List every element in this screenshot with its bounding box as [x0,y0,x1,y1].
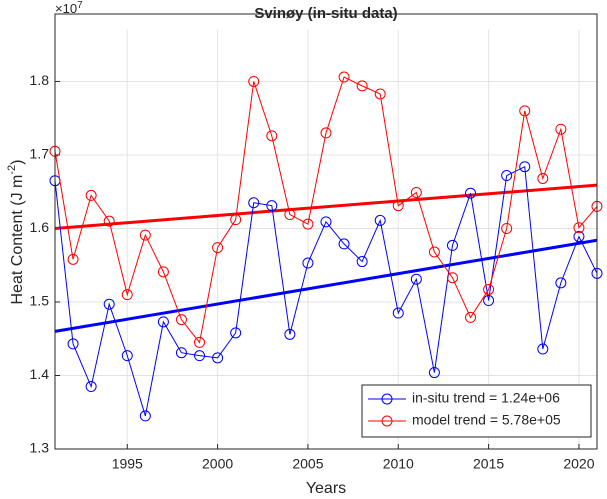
data-point [428,367,440,379]
data-point [266,130,278,142]
data-point [483,283,495,295]
y-tick-label: 1.4 [30,366,50,382]
x-tick-label: 2010 [383,456,414,472]
data-point [67,338,79,350]
data-point [519,105,531,117]
y-tick-label: 1.8 [30,72,50,88]
data-point [139,410,151,422]
data-point [465,187,477,199]
y-axis-label-text: Heat Content (J m [9,175,26,305]
y-axis-label-suffix: ) [9,160,26,165]
y-multiplier-base: ×10 [55,1,77,16]
y-axis-label-sup: -2 [6,165,18,175]
data-point [284,209,296,221]
data-point [501,170,513,182]
data-point [85,189,97,201]
axes-box [54,13,598,450]
data-point [446,272,458,284]
data-point [157,266,169,278]
data-point [573,231,585,243]
legend-marker [381,393,393,405]
data-point [266,200,278,212]
legend-marker [381,415,393,427]
data-point [410,186,422,198]
data-point [157,316,169,328]
data-point [248,75,260,87]
data-point [121,289,133,301]
data-point [446,239,458,251]
data-point [356,80,368,92]
data-point [537,343,549,355]
plot-area [55,30,597,449]
series-line [54,76,598,344]
x-tick-label: 2020 [563,456,594,472]
y-tick-label: 1.5 [30,293,50,309]
data-point [338,238,350,250]
data-point [428,246,440,258]
data-point [67,253,79,265]
data-point [302,218,314,230]
data-point [175,314,187,326]
y-tick-label: 1.7 [30,146,50,162]
data-point [320,127,332,139]
data-point [139,229,151,241]
x-tick-label: 2015 [473,456,504,472]
y-multiplier: ×107 [55,0,83,16]
data-point [465,311,477,323]
data-point [338,71,350,83]
chart-title: Svinøy (in-situ data) [254,5,397,22]
data-point [194,336,206,348]
data-point [103,215,115,227]
data-point [573,222,585,234]
data-point [230,214,242,226]
data-point [212,352,224,364]
y-tick-label: 1.6 [30,219,50,235]
data-point [212,242,224,254]
data-point [302,257,314,269]
x-tick-label: 1995 [112,456,143,472]
legend-label: in-situ trend = 1.24e+06 [412,390,560,406]
data-point [555,123,567,135]
x-tick-label: 2000 [202,456,233,472]
data-point [248,197,260,209]
data-point [374,214,386,226]
series-line [54,165,598,417]
data-point [103,298,115,310]
data-point [501,222,513,234]
data-point [320,216,332,228]
data-point [175,347,187,359]
legend-box [361,384,592,438]
data-point [392,307,404,319]
data-point [555,277,567,289]
data-point [230,327,242,339]
data-point [284,328,296,340]
trend-line [54,183,598,230]
x-axis-label: Years [306,480,346,497]
y-tick-label: 1.3 [30,440,50,456]
data-point [85,381,97,393]
data-point [483,295,495,307]
data-point [374,88,386,100]
data-point [410,273,422,285]
legend-label: model trend = 5.78e+05 [412,412,561,428]
trend-line [54,238,598,333]
data-point [537,172,549,184]
x-tick-label: 2005 [292,456,323,472]
data-point [194,350,206,362]
data-point [392,200,404,212]
y-axis-label: Heat Content (J m-2) [6,160,26,305]
data-point [519,161,531,173]
data-point [356,256,368,268]
data-point [121,350,133,362]
y-multiplier-exp: 7 [77,0,83,11]
